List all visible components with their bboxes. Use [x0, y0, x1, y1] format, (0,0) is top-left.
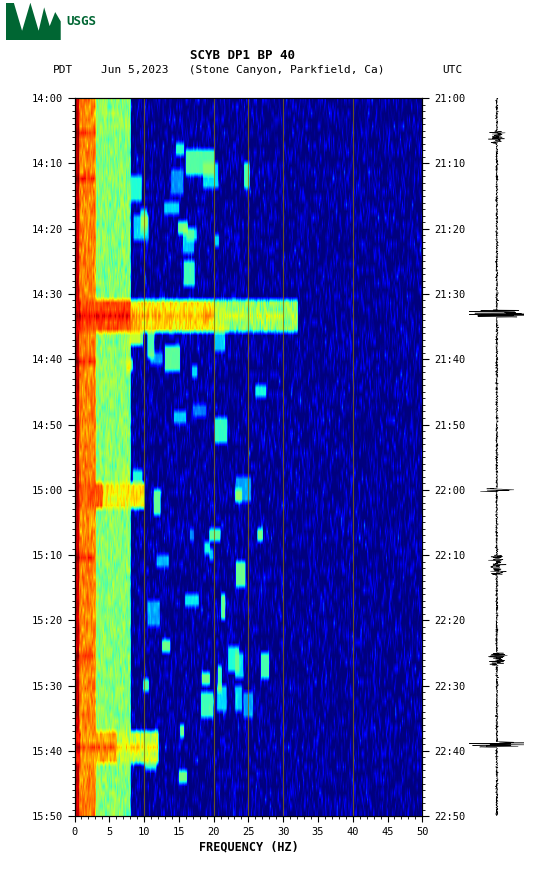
X-axis label: FREQUENCY (HZ): FREQUENCY (HZ)	[199, 841, 298, 854]
Text: Jun 5,2023   (Stone Canyon, Parkfield, Ca): Jun 5,2023 (Stone Canyon, Parkfield, Ca)	[101, 65, 385, 76]
Text: PDT: PDT	[52, 65, 73, 76]
Text: UTC: UTC	[443, 65, 463, 76]
Polygon shape	[6, 3, 61, 40]
Text: SCYB DP1 BP 40: SCYB DP1 BP 40	[190, 49, 295, 62]
Text: USGS: USGS	[66, 15, 96, 28]
